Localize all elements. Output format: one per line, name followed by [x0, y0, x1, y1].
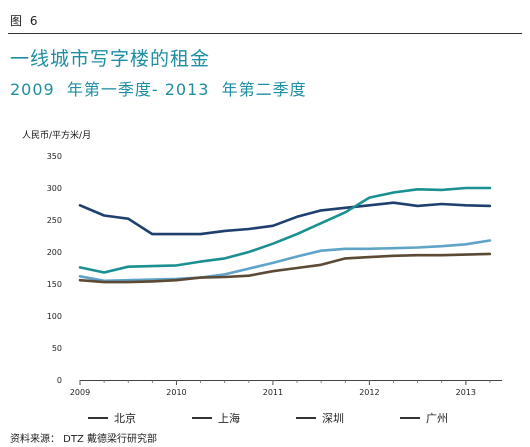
legend-label-beijing: 北京	[114, 412, 136, 425]
legend-label-guangzhou: 广州	[426, 412, 448, 425]
x-tick-label: 2012	[359, 388, 379, 397]
legend-item-shenzhen: 深圳	[296, 410, 400, 426]
y-tick-label: 100	[47, 312, 62, 321]
y-tick-label: 0	[57, 376, 62, 385]
x-tick-label: 2011	[263, 388, 283, 397]
chart-title: 一线城市写字楼的租金	[10, 48, 211, 70]
chart-legend: 北京 上海 深圳 广州	[88, 410, 504, 426]
legend-item-guangzhou: 广州	[400, 410, 504, 426]
y-tick-label: 250	[47, 216, 62, 225]
y-tick-label: 150	[47, 280, 62, 289]
y-tick-label: 350	[47, 152, 62, 161]
series-line-2	[78, 239, 492, 283]
legend-item-beijing: 北京	[88, 410, 192, 426]
legend-swatch-shanghai	[192, 417, 212, 419]
top-rule	[8, 33, 522, 34]
figure-label: 图 6	[10, 14, 40, 28]
x-tick-label: 2010	[166, 388, 186, 397]
legend-item-shanghai: 上海	[192, 410, 296, 426]
legend-swatch-shenzhen	[296, 417, 316, 419]
y-axis-unit-label: 人民币/平方米/月	[22, 131, 92, 141]
legend-label-shenzhen: 深圳	[322, 412, 344, 425]
y-tick-label: 50	[52, 344, 62, 353]
y-tick-label: 300	[47, 184, 62, 193]
legend-swatch-guangzhou	[400, 417, 420, 419]
series-line-1	[78, 186, 492, 274]
legend-label-shanghai: 上海	[218, 412, 240, 425]
y-tick-label: 200	[47, 248, 62, 257]
source-note: 资料来源： DTZ 戴德梁行研究部	[10, 434, 158, 445]
chart-subtitle: 2009 年第一季度- 2013 年第二季度	[10, 80, 307, 99]
x-tick-label: 2013	[456, 388, 476, 397]
legend-swatch-beijing	[88, 417, 108, 419]
series-line-3	[78, 252, 492, 284]
series-line-0	[78, 201, 492, 236]
x-tick-label: 2009	[70, 388, 90, 397]
